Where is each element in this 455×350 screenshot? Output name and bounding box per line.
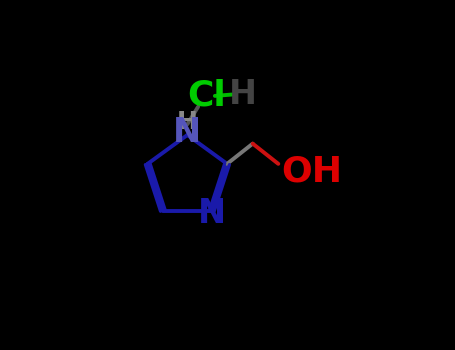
Text: Cl: Cl bbox=[187, 79, 226, 113]
Text: H: H bbox=[177, 110, 198, 133]
Text: N: N bbox=[173, 116, 202, 149]
Text: N: N bbox=[198, 197, 226, 230]
Text: H: H bbox=[228, 78, 257, 111]
Text: OH: OH bbox=[281, 155, 342, 189]
